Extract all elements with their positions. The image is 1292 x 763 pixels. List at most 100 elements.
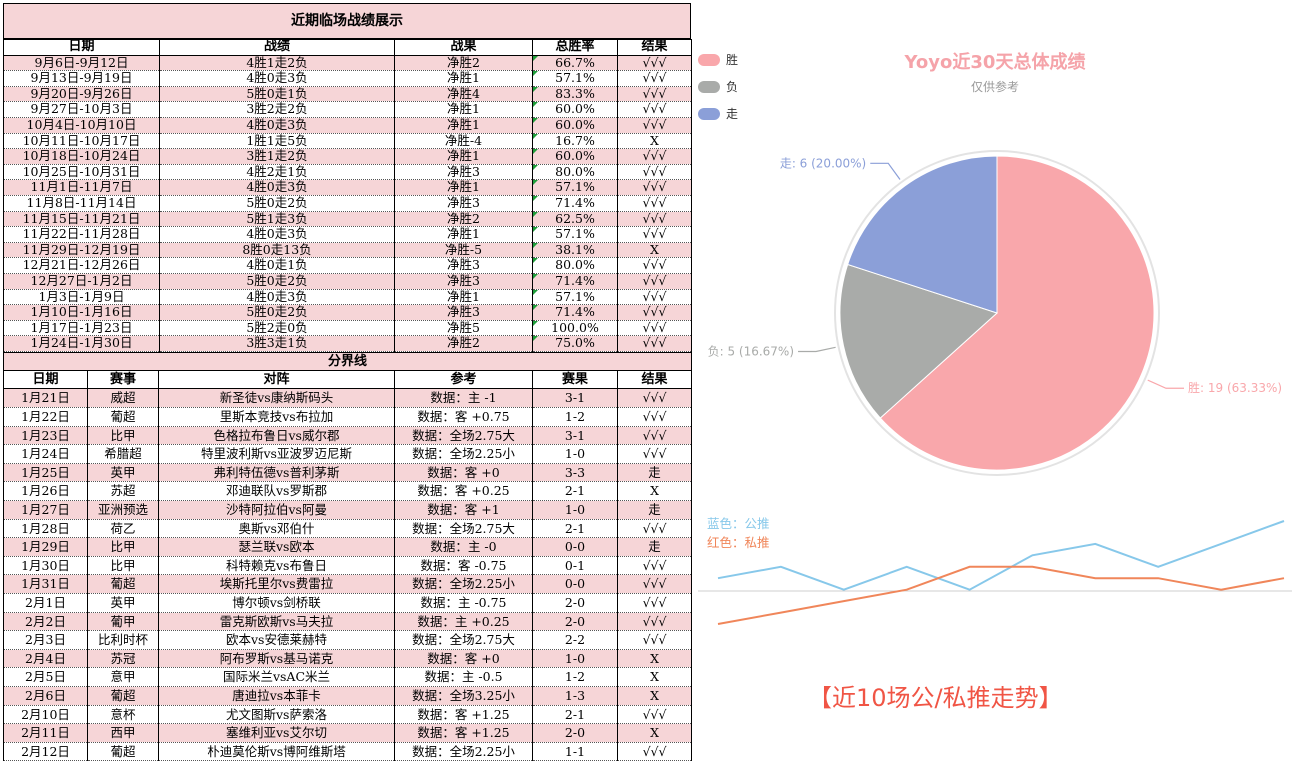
cell-reference: 数据：主 -0.75 xyxy=(394,593,533,613)
cell-score: 2-0 xyxy=(532,611,618,632)
pie-slice-loss[interactable] xyxy=(839,263,998,419)
cell-record: 5胜2走0负 xyxy=(159,319,395,337)
cell-reference: 数据：客 +1.25 xyxy=(394,723,533,743)
cell-result: √√√ xyxy=(617,101,692,118)
cell-match-result: √√√ xyxy=(616,444,693,464)
table-row: 11月29日-12月19日 8胜0走13负 净胜-5 38.1% X xyxy=(3,241,692,259)
cell-net: 净胜2 xyxy=(394,210,533,228)
cell-match-date: 2月3日 xyxy=(3,630,88,650)
match-header: 日期 赛事 对阵 参考 赛果 结果 xyxy=(3,370,693,390)
legend-item-push[interactable]: 走 xyxy=(698,100,738,127)
cell-date: 11月15日-11月21日 xyxy=(3,210,160,228)
pie-leader-loss xyxy=(798,346,836,353)
pie-slice-push[interactable] xyxy=(847,155,998,314)
weekly-record-table: 日期 战绩 战果 总胜率 结果 9月6日-9月12日 4胜1走2负 净胜2 66.7%… xyxy=(3,39,692,352)
cell-league: 亚洲预选 xyxy=(87,500,159,520)
cell-result: √√√ xyxy=(617,148,692,165)
cell-matchup: 邓迪联队vs罗斯郡 xyxy=(158,481,395,502)
cell-reference: 数据：客 +1 xyxy=(394,500,533,520)
cell-result: √√√ xyxy=(617,288,692,306)
cell-net: 净胜1 xyxy=(394,288,533,306)
table-row: 1月26日 苏超 邓迪联队vs罗斯郡 数据：客 +0.25 2-1 X xyxy=(3,481,693,502)
cell-matchup: 奥斯vs邓伯什 xyxy=(158,518,395,539)
cell-match-result: X xyxy=(616,667,693,687)
legend-swatch-push xyxy=(698,107,720,120)
cell-net: 净胜1 xyxy=(394,70,533,87)
table-row: 2月11日 西甲 塞维利亚vs艾尔切 数据：客 +1.25 2-0 X xyxy=(3,723,693,743)
cell-match-result: 走 xyxy=(616,500,693,520)
cell-match-result: √√√ xyxy=(616,741,693,762)
cell-reference: 数据：客 -0.75 xyxy=(394,555,533,576)
cell-win-rate: 16.7% xyxy=(532,132,618,150)
cell-score: 1-2 xyxy=(532,407,618,427)
match-body: 1月21日 威超 新圣徒vs康纳斯码头 数据：主 -1 3-1 √√√ 1月22日 葡超 里斯本… xyxy=(3,388,693,762)
table-row: 1月21日 威超 新圣徒vs康纳斯码头 数据：主 -1 3-1 √√√ xyxy=(3,388,693,409)
cell-win-rate: 62.5% xyxy=(532,210,618,228)
table-row: 10月18日-10月24日 3胜1走2负 净胜1 60.0% √√√ xyxy=(3,148,692,165)
cell-matchup: 沙特阿拉伯vs阿曼 xyxy=(158,500,395,520)
cell-league: 比甲 xyxy=(87,425,159,446)
legend-item-loss[interactable]: 负 xyxy=(698,73,738,100)
table-row: 12月21日-12月26日 4胜0走1负 净胜3 80.0% √√√ xyxy=(3,257,692,274)
table-row: 9月27日-10月3日 3胜2走2负 净胜1 60.0% √√√ xyxy=(3,101,692,118)
cell-score: 1-3 xyxy=(532,685,618,706)
cell-match-result: √√√ xyxy=(616,630,693,650)
cell-net: 净胜4 xyxy=(394,85,533,103)
cell-result: √√√ xyxy=(617,54,692,72)
cell-match-date: 1月26日 xyxy=(3,481,88,502)
cell-score: 2-0 xyxy=(532,723,618,743)
cell-match-result: 走 xyxy=(616,537,693,557)
cell-date: 1月17日-1月23日 xyxy=(3,319,160,337)
cell-record: 3胜1走2负 xyxy=(159,148,395,165)
cell-matchup: 朴迪莫伦斯vs博阿维斯塔 xyxy=(158,741,395,762)
cell-record: 4胜1走2负 xyxy=(159,54,395,72)
header-league: 赛事 xyxy=(87,370,159,390)
cell-net: 净胜-5 xyxy=(394,241,533,259)
cell-record: 4胜0走1负 xyxy=(159,257,395,274)
weekly-record-body: 9月6日-9月12日 4胜1走2负 净胜2 66.7% √√√ 9月13日-9月19日 4胜… xyxy=(3,54,692,352)
cell-reference: 数据：全场2.25小 xyxy=(394,444,533,464)
table-row: 1月10日-1月16日 5胜0走2负 净胜3 71.4% √√√ xyxy=(3,304,692,321)
header-matchup: 对阵 xyxy=(158,370,395,390)
cell-score: 1-1 xyxy=(532,741,618,762)
cell-result: √√√ xyxy=(617,116,692,134)
cell-date: 9月13日-9月19日 xyxy=(3,70,160,87)
table-row: 2月1日 英甲 博尔顿vs剑桥联 数据：主 -0.75 2-0 √√√ xyxy=(3,593,693,613)
cell-reference: 数据：全场2.75大 xyxy=(394,518,533,539)
divider-label: 分界线 xyxy=(2,351,693,372)
cell-date: 10月18日-10月24日 xyxy=(3,148,160,165)
pie-title: Yoyo近30天总体成绩 xyxy=(904,52,1086,73)
legend-label-win: 胜 xyxy=(726,53,739,67)
cell-league: 比甲 xyxy=(87,537,159,557)
cell-result: √√√ xyxy=(617,179,692,196)
cell-match-result: √√√ xyxy=(616,593,693,613)
header-result: 结果 xyxy=(617,39,692,56)
cell-record: 5胜0走1负 xyxy=(159,85,395,103)
cell-match-date: 1月23日 xyxy=(3,425,88,446)
pie-slice-win[interactable] xyxy=(879,155,1155,471)
cell-net: 净胜3 xyxy=(394,163,533,181)
cell-result: √√√ xyxy=(617,210,692,228)
table-row: 9月20日-9月26日 5胜0走1负 净胜4 83.3% √√√ xyxy=(3,85,692,103)
cell-win-rate: 60.0% xyxy=(532,148,618,165)
cell-date: 12月27日-1月2日 xyxy=(3,272,160,290)
cell-match-date: 1月28日 xyxy=(3,518,88,539)
table-row: 1月24日-1月30日 3胜3走1负 净胜2 75.0% √√√ xyxy=(3,335,692,352)
cell-reference: 数据：全场2.75大 xyxy=(394,425,533,446)
cell-match-result: √√√ xyxy=(616,574,693,594)
cell-win-rate: 75.0% xyxy=(532,335,618,352)
cell-record: 3胜3走1负 xyxy=(159,335,395,352)
cell-result: √√√ xyxy=(617,319,692,337)
pie-label-loss: 负: 5 (16.67%) xyxy=(708,344,794,358)
cell-match-result: √√√ xyxy=(616,555,693,576)
cell-league: 苏超 xyxy=(87,481,159,502)
cell-net: 净胜1 xyxy=(394,101,533,118)
legend-item-win[interactable]: 胜 xyxy=(698,46,738,73)
cell-date: 9月6日-9月12日 xyxy=(3,54,160,72)
cell-result: √√√ xyxy=(617,85,692,103)
cell-league: 英甲 xyxy=(87,593,159,613)
cell-net: 净胜1 xyxy=(394,148,533,165)
cell-win-rate: 80.0% xyxy=(532,163,618,181)
cell-score: 0-1 xyxy=(532,555,618,576)
cell-net: 净胜1 xyxy=(394,179,533,196)
